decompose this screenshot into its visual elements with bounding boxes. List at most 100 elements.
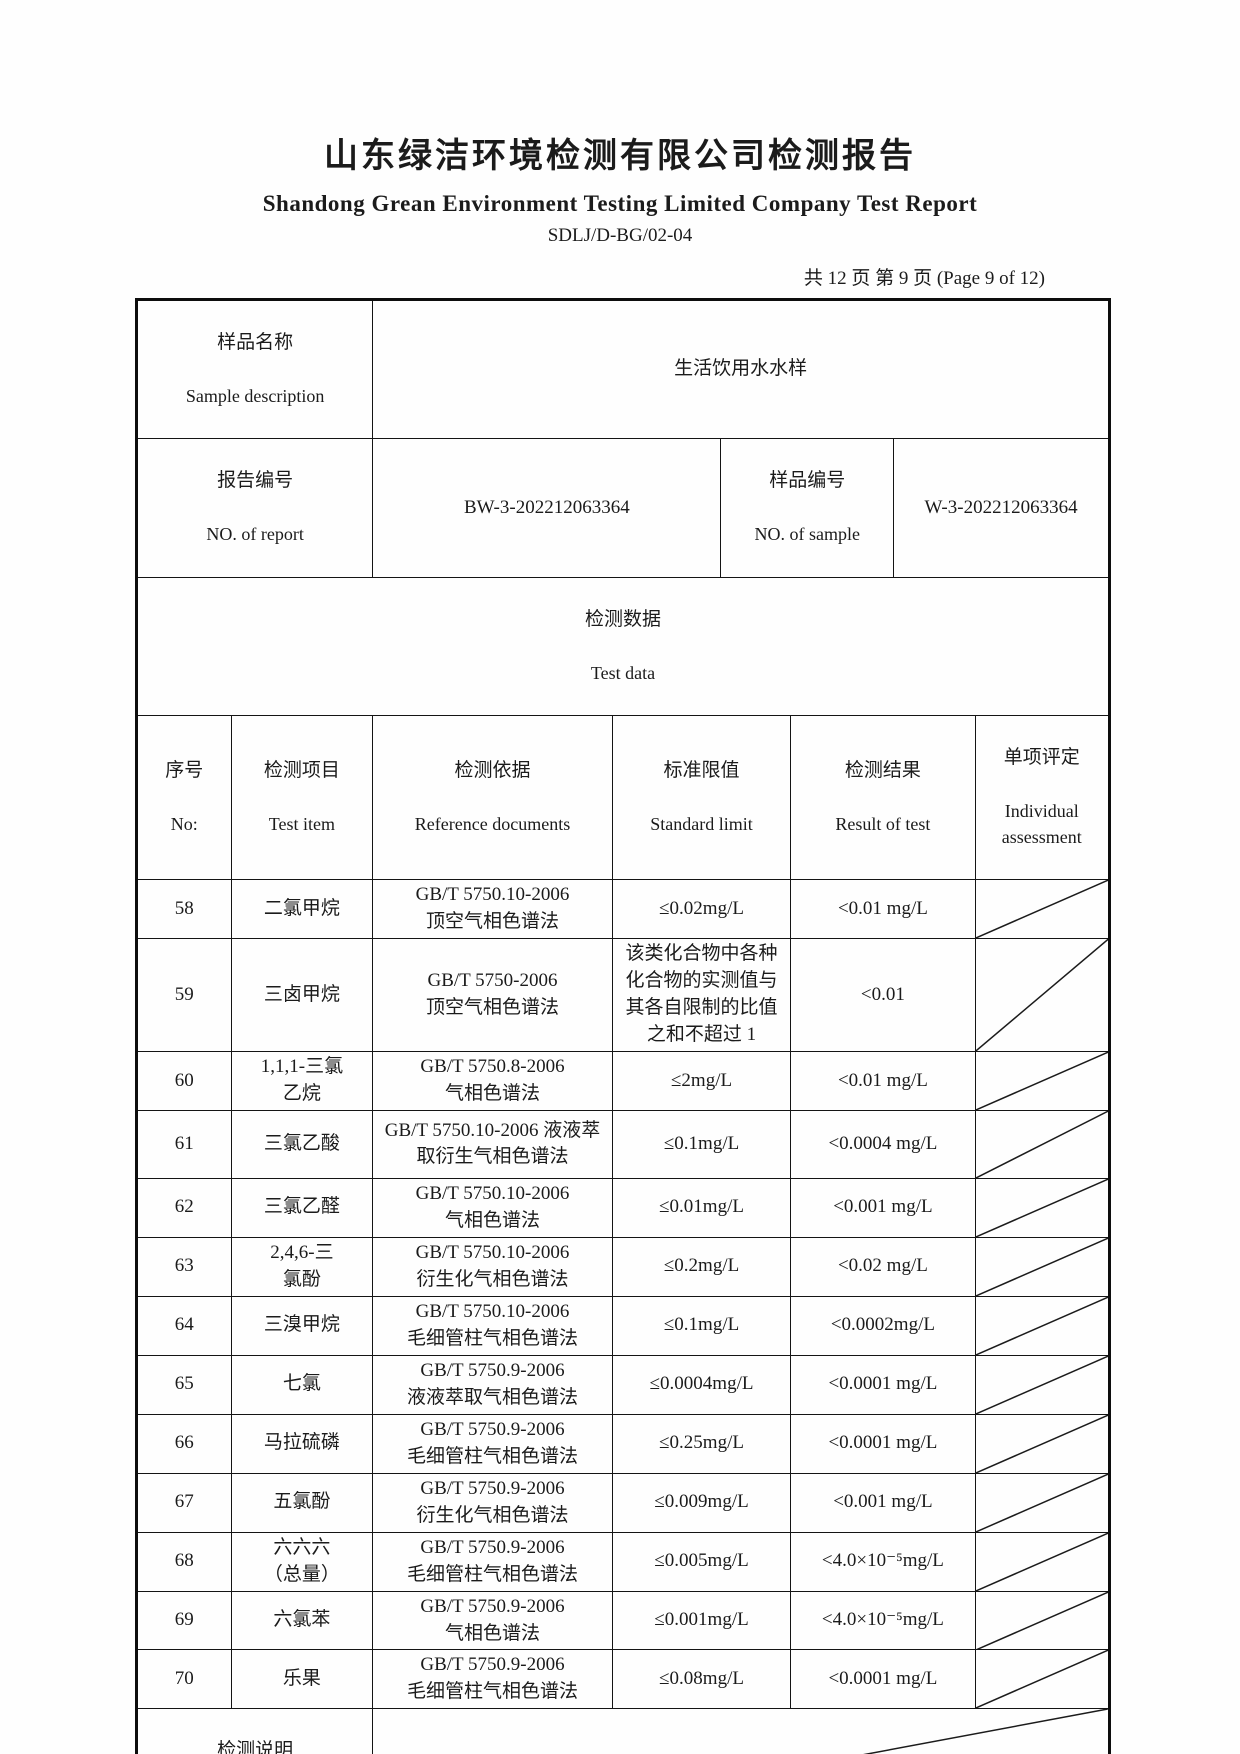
cell-reference: GB/T 5750.9-2006 毛细管柱气相色谱法 — [372, 1413, 613, 1474]
table-row: 63 2,4,6-三 氯酚 GB/T 5750.10-2006 衍生化气相色谱法… — [137, 1236, 1109, 1297]
test-note-label-cn: 检测说明 — [217, 1740, 294, 1754]
diagonal-slash — [373, 1709, 1108, 1754]
diagonal-slash — [976, 1297, 1108, 1355]
col-ref-en: Reference documents — [414, 813, 571, 834]
sample-number-label-cn: 样品编号 — [769, 470, 846, 492]
cell-result: <4.0×10⁻⁵mg/L — [790, 1590, 976, 1651]
report-number-label: 报告编号 NO. of report — [137, 438, 374, 578]
column-header-no: 序号 No: — [137, 715, 232, 881]
diagonal-slash — [976, 1238, 1108, 1296]
diagonal-slash — [976, 1592, 1108, 1650]
sample-description-value: 生活饮用水水样 — [372, 300, 1109, 440]
cell-limit: ≤0.005mg/L — [611, 1531, 792, 1592]
cell-limit: ≤2mg/L — [611, 1051, 792, 1111]
cell-limit: ≤0.1mg/L — [611, 1109, 792, 1179]
cell-no: 66 — [137, 1413, 232, 1474]
cell-result: <0.01 mg/L — [790, 1051, 976, 1111]
report-number-label-cn: 报告编号 — [217, 470, 294, 492]
diagonal-slash — [976, 1474, 1108, 1532]
sample-number-label: 样品编号 NO. of sample — [720, 438, 895, 578]
cell-item: 七氯 — [230, 1354, 374, 1415]
cell-reference: GB/T 5750.10-2006 气相色谱法 — [372, 1177, 613, 1238]
col-item-en: Test item — [268, 813, 336, 834]
page-title-english: Shandong Grean Environment Testing Limit… — [262, 191, 978, 216]
cell-no: 59 — [137, 938, 232, 1053]
cell-no: 60 — [137, 1051, 232, 1111]
cell-limit: ≤0.0004mg/L — [611, 1354, 792, 1415]
sample-description-label: 样品名称 Sample description — [137, 300, 374, 440]
sample-description-label-en: Sample description — [185, 385, 325, 406]
column-header-result: 检测结果 Result of test — [790, 715, 976, 881]
cell-item: 二氯甲烷 — [230, 879, 374, 940]
report-number-label-en: NO. of report — [206, 524, 304, 545]
cell-no: 65 — [137, 1354, 232, 1415]
cell-assessment-blank — [974, 1177, 1109, 1238]
cell-result: <4.0×10⁻⁵mg/L — [790, 1531, 976, 1592]
table-row: 59 三卤甲烷 GB/T 5750-2006 顶空气相色谱法 该类化合物中各种化… — [137, 938, 1109, 1053]
table-row: 69 六氯苯 GB/T 5750.9-2006 气相色谱法 ≤0.001mg/L… — [137, 1590, 1109, 1651]
cell-limit: 该类化合物中各种化合物的实测值与其各自限制的比值之和不超过 1 — [611, 938, 792, 1053]
column-header-item: 检测项目 Test item — [230, 715, 374, 881]
cell-item: 三卤甲烷 — [230, 938, 374, 1053]
cell-item: 六氯苯 — [230, 1590, 374, 1651]
cell-reference: GB/T 5750.8-2006 气相色谱法 — [372, 1051, 613, 1111]
column-header-assessment: 单项评定 Individual assessment — [974, 715, 1109, 881]
sample-description-row: 样品名称 Sample description 生活饮用水水样 — [137, 300, 1109, 440]
cell-no: 58 — [137, 879, 232, 940]
col-result-en: Result of test — [835, 813, 931, 834]
column-header-limit: 标准限值 Standard limit — [611, 715, 792, 881]
cell-assessment-blank — [974, 1590, 1109, 1651]
report-header: 山东绿洁环境检测有限公司检测报告 Shandong Grean Environm… — [0, 0, 1240, 247]
cell-result: <0.01 — [790, 938, 976, 1053]
cell-assessment-blank — [974, 1649, 1109, 1709]
cell-result: <0.0001 mg/L — [790, 1649, 976, 1709]
cell-limit: ≤0.1mg/L — [611, 1295, 792, 1356]
page-indicator: 共 12 页 第 9 页 (Page 9 of 12) — [803, 268, 1045, 289]
column-header-reference: 检测依据 Reference documents — [372, 715, 613, 881]
cell-limit: ≤0.02mg/L — [611, 879, 792, 940]
cell-assessment-blank — [974, 1109, 1109, 1179]
cell-reference: GB/T 5750.9-2006 气相色谱法 — [372, 1590, 613, 1651]
test-data-title-cn: 检测数据 — [584, 608, 661, 630]
sample-description-label-cn: 样品名称 — [217, 331, 294, 353]
cell-item: 1,1,1-三氯 乙烷 — [230, 1051, 374, 1111]
test-data-section: 序号 No: 检测项目 Test item 检测依据 Reference doc… — [137, 715, 1109, 1710]
cell-no: 70 — [137, 1649, 232, 1709]
cell-no: 63 — [137, 1236, 232, 1297]
cell-assessment-blank — [974, 1051, 1109, 1111]
cell-reference: GB/T 5750.9-2006 毛细管柱气相色谱法 — [372, 1649, 613, 1709]
col-limit-en: Standard limit — [650, 813, 753, 834]
test-note-blank — [372, 1708, 1109, 1754]
test-note-label: 检测说明 Test note — [137, 1708, 374, 1754]
col-ref-cn: 检测依据 — [454, 760, 531, 781]
cell-assessment-blank — [974, 938, 1109, 1053]
report-table: 样品名称 Sample description 生活饮用水水样 报告编号 NO.… — [135, 298, 1111, 1754]
report-number-row: 报告编号 NO. of report BW-3-202212063364 样品编… — [137, 438, 1109, 578]
table-row: 64 三溴甲烷 GB/T 5750.10-2006 毛细管柱气相色谱法 ≤0.1… — [137, 1295, 1109, 1356]
cell-item: 六六六 （总量） — [230, 1531, 374, 1592]
cell-item: 五氯酚 — [230, 1472, 374, 1533]
cell-assessment-blank — [974, 1295, 1109, 1356]
col-no-en: No: — [170, 813, 198, 834]
cell-reference: GB/T 5750.9-2006 毛细管柱气相色谱法 — [372, 1531, 613, 1592]
report-number-value: BW-3-202212063364 — [372, 438, 722, 578]
table-row: 62 三氯乙醛 GB/T 5750.10-2006 气相色谱法 ≤0.01mg/… — [137, 1177, 1109, 1238]
test-data-title-en: Test data — [590, 662, 656, 683]
cell-limit: ≤0.25mg/L — [611, 1413, 792, 1474]
cell-assessment-blank — [974, 1472, 1109, 1533]
test-data-title-row: 检测数据 Test data — [137, 576, 1109, 716]
cell-assessment-blank — [974, 1236, 1109, 1297]
cell-no: 61 — [137, 1109, 232, 1179]
col-item-cn: 检测项目 — [263, 760, 340, 781]
cell-no: 69 — [137, 1590, 232, 1651]
cell-reference: GB/T 5750-2006 顶空气相色谱法 — [372, 938, 613, 1053]
diagonal-slash — [976, 1650, 1108, 1708]
cell-assessment-blank — [974, 1531, 1109, 1592]
cell-result: <0.001 mg/L — [790, 1472, 976, 1533]
cell-reference: GB/T 5750.10-2006 毛细管柱气相色谱法 — [372, 1295, 613, 1356]
cell-reference: GB/T 5750.9-2006 液液萃取气相色谱法 — [372, 1354, 613, 1415]
cell-assessment-blank — [974, 879, 1109, 940]
col-limit-cn: 标准限值 — [663, 760, 740, 781]
cell-no: 67 — [137, 1472, 232, 1533]
